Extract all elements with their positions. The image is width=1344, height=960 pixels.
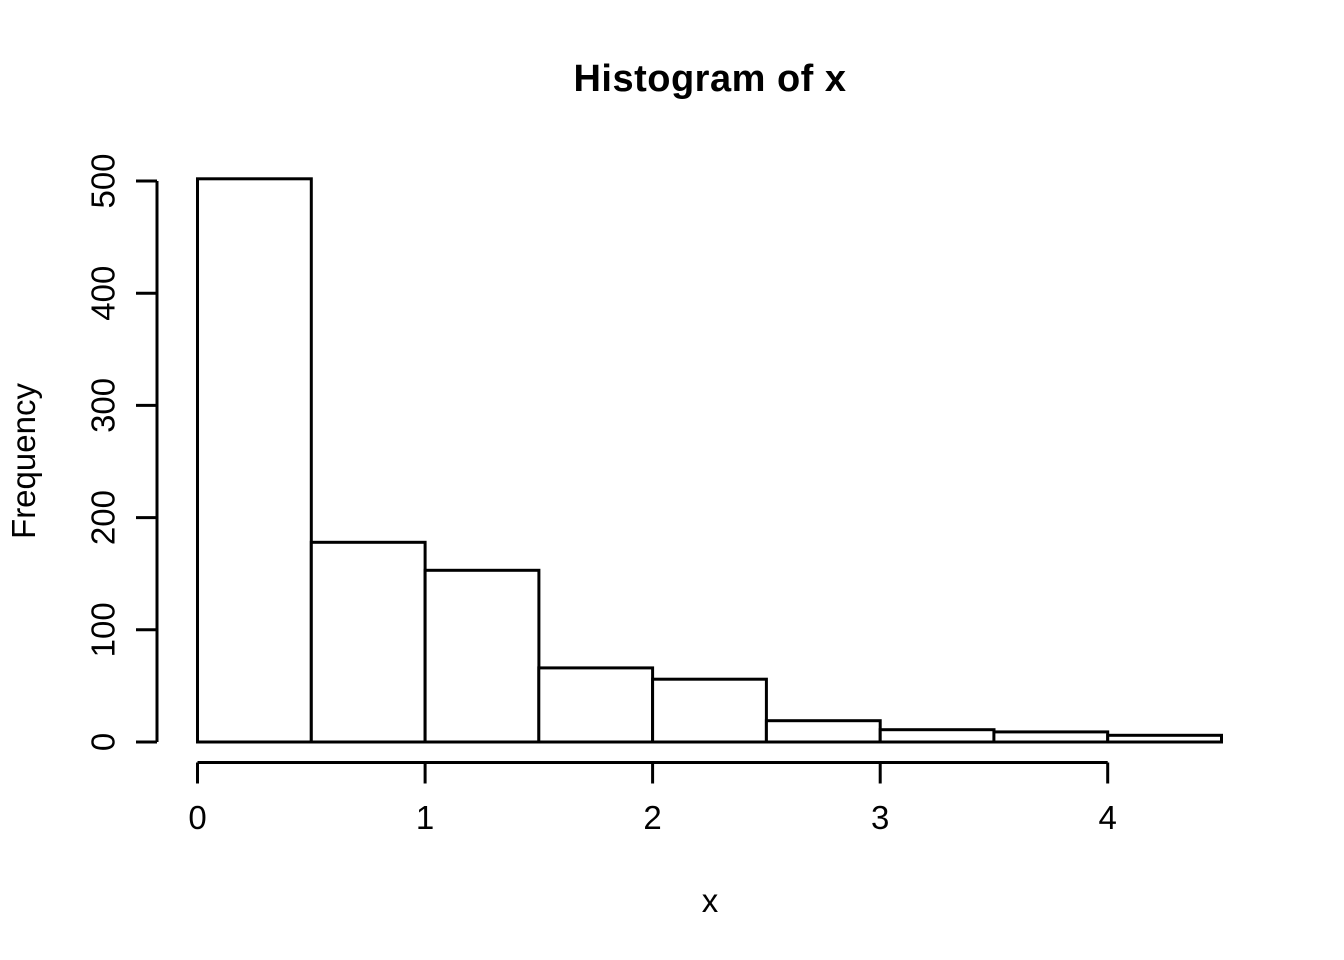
histogram-bar: [651, 677, 768, 744]
histogram-bar: [537, 666, 655, 744]
x-tick-label: 1: [416, 799, 434, 836]
x-tick-label: 3: [871, 799, 889, 836]
histogram-bar: [1106, 733, 1223, 744]
y-tick-label: 300: [85, 378, 122, 433]
chart-title: Histogram of x: [573, 58, 847, 100]
y-tick-label: 500: [85, 153, 122, 208]
histogram-bar: [423, 568, 541, 744]
histogram-bar: [992, 730, 1110, 744]
y-tick-label: 0: [85, 733, 122, 751]
y-tick-label: 100: [85, 602, 122, 657]
histogram-bar: [196, 177, 313, 744]
x-tick-label: 4: [1099, 799, 1117, 836]
x-axis-title: x: [701, 882, 719, 919]
y-tick-label: 400: [85, 266, 122, 321]
x-tick-label: 2: [643, 799, 661, 836]
histogram-bar: [309, 540, 427, 744]
y-tick-label: 200: [85, 490, 122, 545]
x-tick-label: 0: [188, 799, 206, 836]
histogram-bar: [764, 719, 882, 744]
histogram-bar: [878, 728, 996, 744]
